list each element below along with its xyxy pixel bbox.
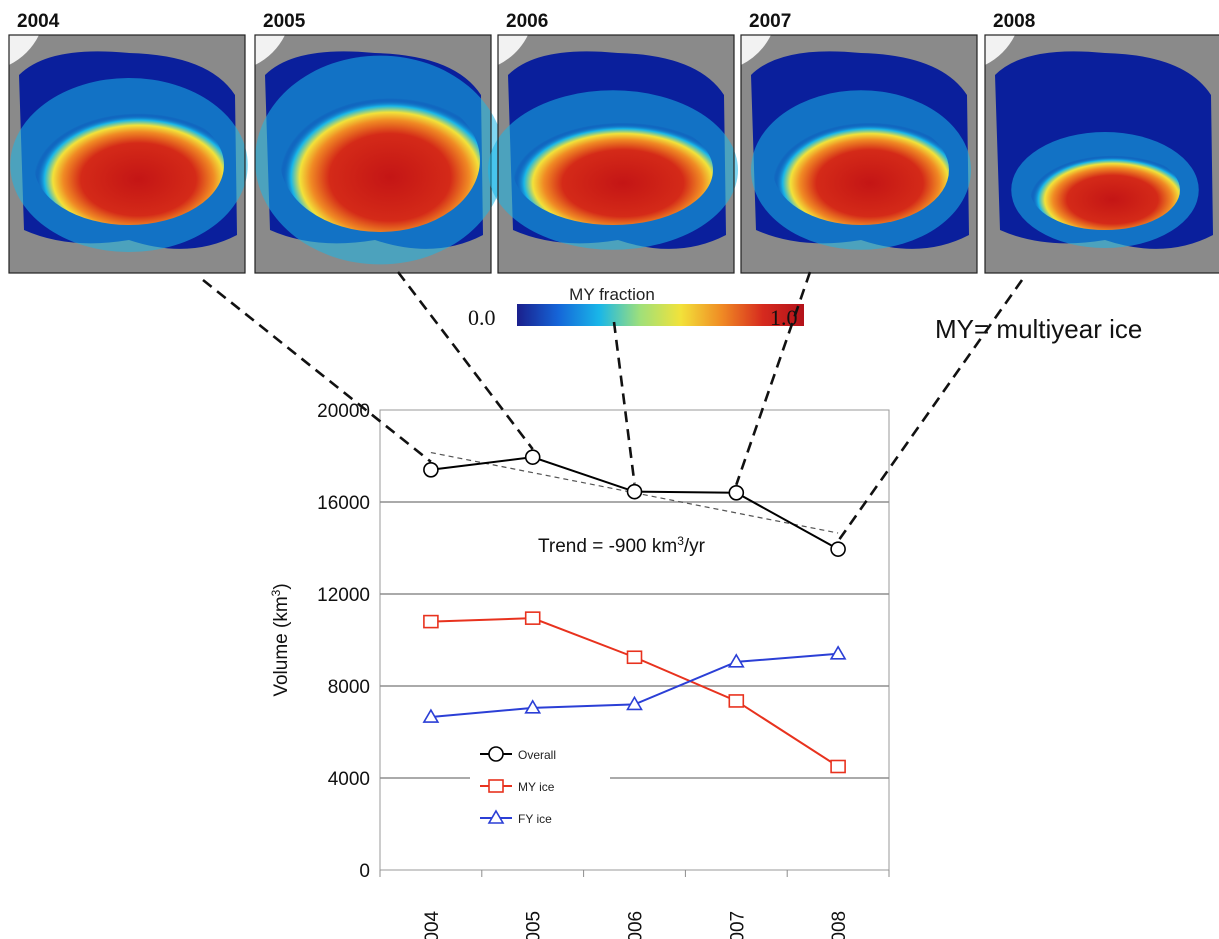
x-tick-label: 2005 <box>524 911 545 939</box>
x-tick-label: 2004 <box>422 910 443 939</box>
data-point-triangle <box>829 645 847 660</box>
legend-label: MY ice <box>518 780 555 794</box>
x-tick-label: 2007 <box>727 911 748 939</box>
y-tick-label: 0 <box>359 861 370 882</box>
gridlines <box>380 501 889 779</box>
multiyear-ice-region <box>513 115 713 225</box>
y-axis-label-sup: 3 <box>269 589 283 596</box>
data-point-square <box>423 614 439 629</box>
corner-white-region <box>741 35 771 65</box>
data-point-square <box>728 694 745 708</box>
map-panel-2008 <box>984 34 1219 274</box>
data-point-circle <box>524 449 541 465</box>
colorbar-gradient <box>517 304 804 326</box>
connector-line <box>735 271 812 486</box>
map-year-label: 2008 <box>993 11 1035 32</box>
colorbar-max-label: 1.0 <box>770 305 798 330</box>
y-axis-label-text: Volume (km <box>271 596 292 696</box>
colorbar: MY fraction 0.0 1.0 <box>468 285 804 330</box>
map-panel-2006 <box>488 34 738 274</box>
connector-line <box>612 321 636 484</box>
multiyear-ice-region <box>1030 150 1180 230</box>
map-connector-lines <box>202 271 1024 542</box>
multiyear-ice-region <box>280 88 480 232</box>
x-tick-label: 2006 <box>626 911 647 939</box>
map-panels: 2004 2005 2006 2007 2008 <box>8 11 1219 274</box>
plot-area <box>379 409 890 871</box>
trend-annotation-suffix: /yr <box>684 536 706 557</box>
legend: Overall MY ice FY ice <box>470 740 610 830</box>
map-year-label: 2005 <box>263 11 306 32</box>
map-year-label: 2006 <box>506 11 548 32</box>
legend-label: FY ice <box>518 812 552 826</box>
series-my-ice <box>423 611 846 774</box>
multiyear-ice-region <box>773 115 949 225</box>
x-tick-label: 2008 <box>829 911 850 939</box>
data-point-square <box>830 759 846 774</box>
data-point-triangle <box>487 809 505 824</box>
series-fy-ice <box>422 645 847 723</box>
data-point-triangle <box>422 708 440 723</box>
series-overall <box>423 449 846 557</box>
y-axis-label: Volume (km3) <box>269 583 292 696</box>
data-point-circle <box>728 484 745 501</box>
legend-label: Overall <box>518 748 556 762</box>
corner-white-region <box>255 35 285 65</box>
trend-annotation: Trend = -900 km3/yr <box>538 534 706 557</box>
map-year-label: 2007 <box>749 11 791 32</box>
data-point-circle <box>830 541 846 557</box>
map-frame <box>740 34 978 274</box>
data-point-circle <box>626 483 643 500</box>
series-layer <box>422 449 847 774</box>
connector-line <box>202 278 432 463</box>
y-tick-label: 4000 <box>328 769 370 790</box>
map-frame <box>984 34 1219 274</box>
data-point-square <box>626 650 643 665</box>
y-tick-label: 12000 <box>317 585 370 606</box>
map-year-label: 2004 <box>17 11 60 32</box>
data-point-square <box>524 611 541 625</box>
y-tick-label: 20000 <box>317 401 370 422</box>
data-point-square <box>488 779 504 793</box>
data-point-circle <box>423 461 439 478</box>
corner-white-region <box>9 35 39 65</box>
note-multiyear-ice: MY= multiyear ice <box>935 314 1142 344</box>
data-point-circle <box>488 746 504 762</box>
data-point-triangle <box>626 695 643 711</box>
map-panel-2007 <box>740 34 978 274</box>
data-point-triangle <box>524 699 542 714</box>
map-frame <box>497 34 735 274</box>
corner-white-region <box>498 35 528 65</box>
map-panel-2004 <box>8 34 248 274</box>
trend-annotation-sup: 3 <box>677 534 684 548</box>
trend-annotation-text: Trend = -900 km <box>538 536 677 557</box>
connector-line <box>396 271 534 450</box>
corner-white-region <box>985 35 1015 65</box>
y-tick-labels: 0 4000 8000 12000 16000 20000 <box>317 401 370 882</box>
y-axis-label-end: ) <box>271 583 292 589</box>
colorbar-title: MY fraction <box>569 285 655 304</box>
y-tick-label: 8000 <box>328 677 370 698</box>
map-panel-2005 <box>254 34 505 274</box>
colorbar-min-label: 0.0 <box>468 305 496 330</box>
data-point-triangle <box>727 653 745 668</box>
multiyear-ice-region <box>34 105 224 225</box>
map-frame <box>8 34 246 274</box>
y-tick-label: 16000 <box>317 493 370 514</box>
x-tick-labels: 2004 2005 2006 2007 2008 <box>379 870 890 939</box>
